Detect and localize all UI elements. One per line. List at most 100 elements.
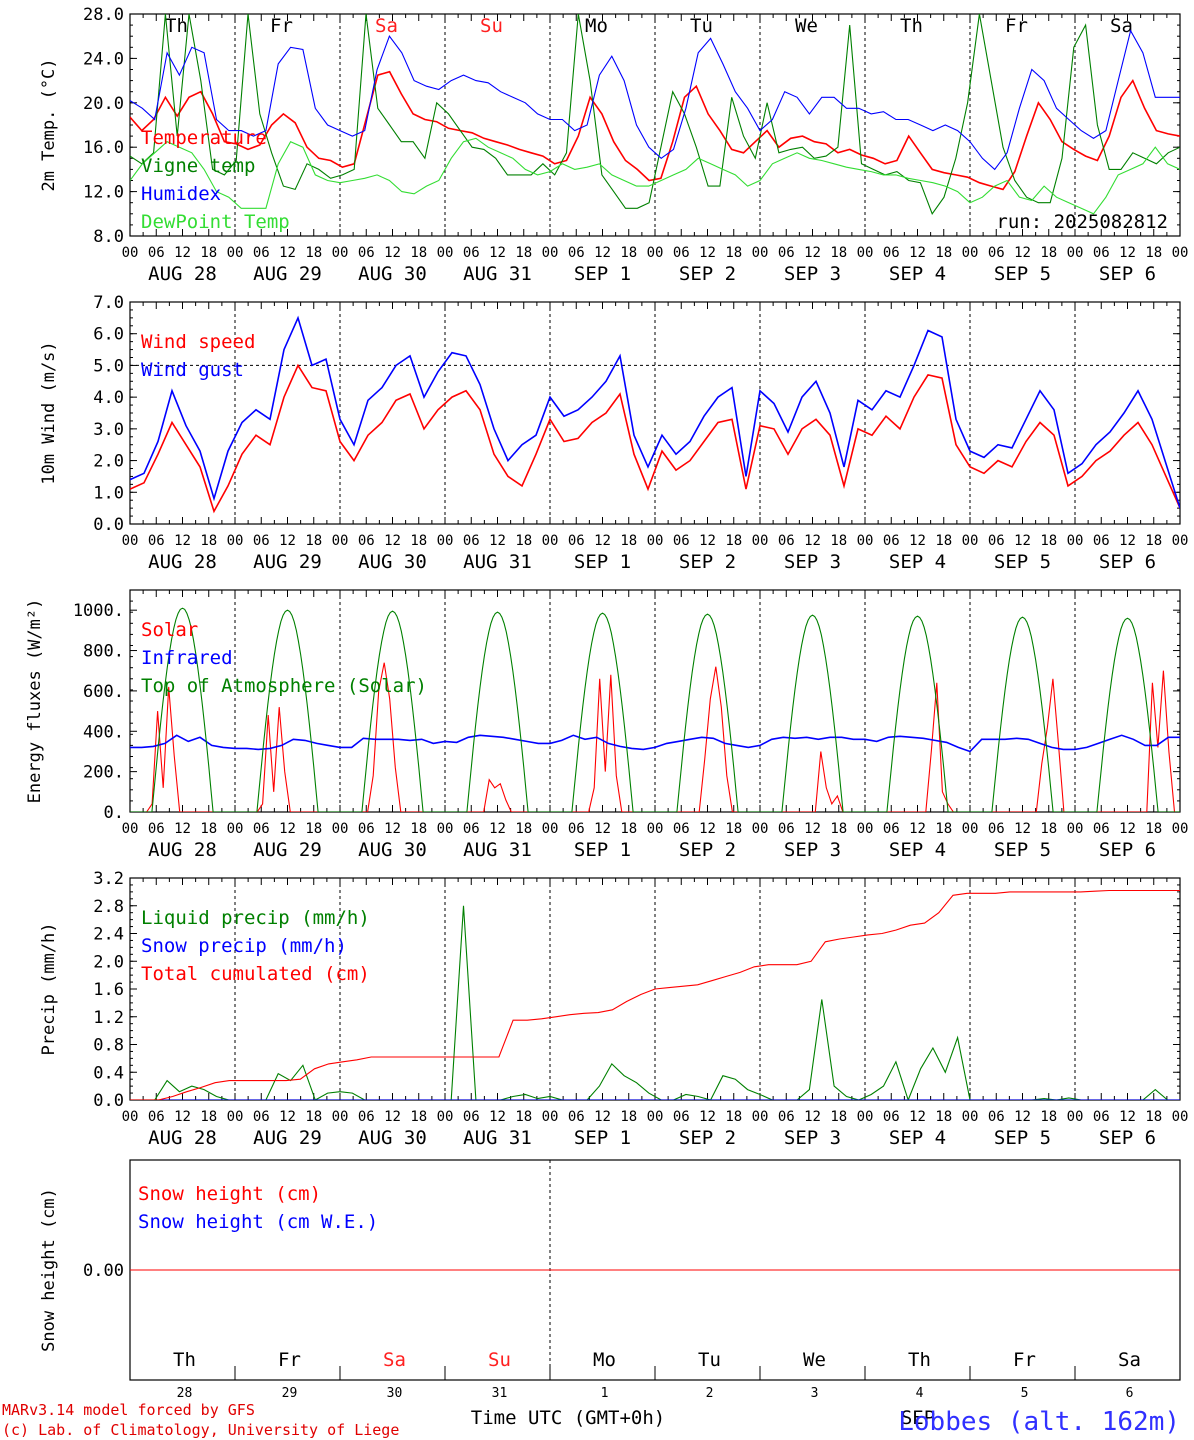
- day-number-label: 6: [1126, 1386, 1134, 1401]
- hour-tick-label: 12: [1119, 245, 1136, 261]
- y-axis-title: 2m Temp. (°C): [39, 58, 59, 191]
- hour-tick-label: 12: [594, 245, 611, 261]
- hour-tick-label: 06: [568, 1109, 585, 1125]
- hour-tick-label: 12: [1014, 1109, 1031, 1125]
- hour-tick-label: 18: [200, 245, 217, 261]
- y-tick-label: 16.0: [83, 138, 124, 158]
- hour-tick-label: 06: [358, 245, 375, 261]
- y-tick-label: 400.: [83, 722, 124, 742]
- hour-tick-label: 00: [647, 533, 664, 549]
- weekday-label: Fr: [270, 15, 293, 37]
- hour-tick-label: 06: [988, 821, 1005, 837]
- hour-tick-label: 18: [1145, 533, 1162, 549]
- station-label: Lobbes (alt. 162m): [898, 1407, 1180, 1437]
- y-tick-label: 2.0: [93, 952, 124, 972]
- hour-tick-label: 12: [909, 245, 926, 261]
- date-label: SEP 2: [679, 839, 736, 861]
- y-axis-title: Energy fluxes (W/m²): [25, 599, 45, 804]
- y-tick-label: 1.0: [93, 483, 124, 503]
- weekday-label: Tu: [698, 1349, 721, 1371]
- hour-tick-label: 12: [699, 1109, 716, 1125]
- y-tick-label: 5.0: [93, 356, 124, 376]
- series-line-infrared: [130, 734, 1180, 753]
- weekday-label: We: [803, 1349, 826, 1371]
- weekday-label: Fr: [1005, 15, 1028, 37]
- weekday-label: Mo: [585, 15, 608, 37]
- hour-tick-label: 12: [804, 821, 821, 837]
- weekday-label: Fr: [278, 1349, 301, 1371]
- hour-tick-label: 00: [962, 245, 979, 261]
- hour-tick-label: 12: [699, 245, 716, 261]
- hour-tick-label: 00: [437, 533, 454, 549]
- y-tick-label: 1.6: [93, 980, 124, 1000]
- hour-tick-label: 06: [673, 821, 690, 837]
- hour-tick-label: 00: [227, 821, 244, 837]
- hour-tick-label: 06: [568, 533, 585, 549]
- hour-tick-label: 00: [752, 821, 769, 837]
- date-label: SEP 2: [679, 263, 736, 285]
- date-label: SEP 6: [1099, 1127, 1156, 1149]
- date-label: SEP 3: [784, 839, 841, 861]
- hour-tick-label: 18: [1040, 821, 1057, 837]
- date-label: AUG 28: [148, 839, 217, 861]
- hour-tick-label: 06: [883, 533, 900, 549]
- hour-tick-label: 18: [200, 1109, 217, 1125]
- hour-tick-label: 18: [620, 1109, 637, 1125]
- hour-tick-label: 12: [804, 245, 821, 261]
- hour-tick-label: 12: [1014, 245, 1031, 261]
- y-tick-label: 7.0: [93, 293, 124, 313]
- hour-tick-label: 06: [1093, 1109, 1110, 1125]
- weekday-label: Mo: [593, 1349, 616, 1371]
- hour-tick-label: 12: [384, 821, 401, 837]
- hour-tick-label: 12: [1119, 821, 1136, 837]
- hour-tick-label: 12: [174, 1109, 191, 1125]
- legend-entry: Total cumulated (cm): [141, 963, 370, 985]
- hour-tick-label: 00: [857, 1109, 874, 1125]
- panel-5: 0.00 Snow height (cm) Snow height (cm) Snow…: [39, 1159, 1181, 1401]
- hour-tick-label: 12: [594, 533, 611, 549]
- hour-tick-label: 06: [463, 1109, 480, 1125]
- hour-tick-label: 00: [332, 245, 349, 261]
- series-group: [130, 607, 1180, 812]
- legend-entry: Solar: [141, 619, 198, 641]
- hour-tick-label: 18: [935, 533, 952, 549]
- hour-tick-label: 00: [1067, 821, 1084, 837]
- day-number-label: 5: [1021, 1386, 1029, 1401]
- hour-tick-label: 06: [778, 245, 795, 261]
- weekday-label: Sa: [375, 15, 398, 37]
- date-label: SEP 3: [784, 1127, 841, 1149]
- series-group: [130, 14, 1180, 215]
- hour-tick-label: 18: [305, 1109, 322, 1125]
- x-axis-title: Time UTC (GMT+0h): [471, 1407, 665, 1429]
- date-label: SEP 5: [994, 839, 1051, 861]
- hour-tick-label: 06: [463, 533, 480, 549]
- hour-tick-label: 06: [778, 821, 795, 837]
- hour-tick-label: 06: [1093, 245, 1110, 261]
- panel-3: 0. 200. 400. 600. 800. 1000. Energy fluxes (W/…: [25, 589, 1188, 861]
- hour-tick-label: 12: [489, 1109, 506, 1125]
- hour-tick-label: 18: [410, 821, 427, 837]
- hour-tick-label: 18: [935, 245, 952, 261]
- date-label: AUG 31: [463, 263, 532, 285]
- hour-tick-label: 00: [1067, 533, 1084, 549]
- hour-tick-label: 18: [935, 821, 952, 837]
- hour-tick-label: 00: [437, 1109, 454, 1125]
- weekday-label: Tu: [690, 15, 713, 37]
- hour-tick-label: 06: [778, 533, 795, 549]
- date-label: AUG 31: [463, 1127, 532, 1149]
- hour-tick-label: 00: [857, 533, 874, 549]
- y-tick-label: 2.4: [93, 925, 124, 945]
- hour-tick-label: 18: [725, 821, 742, 837]
- y-axis-title: Snow height (cm): [39, 1188, 59, 1352]
- date-label: SEP 2: [679, 1127, 736, 1149]
- date-label: AUG 28: [148, 263, 217, 285]
- hour-tick-label: 18: [830, 533, 847, 549]
- hour-tick-label: 12: [1014, 821, 1031, 837]
- hour-tick-label: 00: [227, 1109, 244, 1125]
- y-tick-label: 0.4: [93, 1063, 124, 1083]
- hour-tick-label: 06: [358, 533, 375, 549]
- y-tick-label: 4.0: [93, 388, 124, 408]
- lab-credit: (c) Lab. of Climatology, University of L…: [2, 1421, 399, 1439]
- hour-tick-label: 18: [620, 821, 637, 837]
- hour-tick-label: 12: [384, 245, 401, 261]
